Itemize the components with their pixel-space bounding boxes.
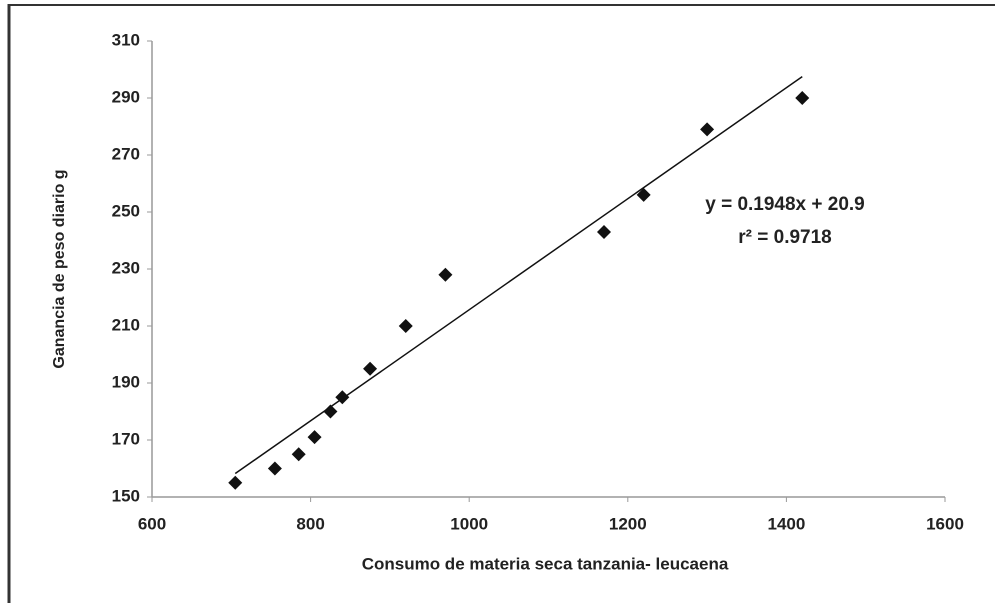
y-tick-label: 290	[112, 87, 140, 106]
y-tick-label: 190	[112, 372, 140, 391]
y-tick-label: 210	[112, 315, 140, 334]
x-tick-label: 1200	[609, 514, 647, 533]
point	[636, 187, 651, 202]
point	[398, 319, 413, 333]
r-squared: r² = 0.9718	[738, 227, 832, 248]
y-tick-label: 250	[112, 201, 140, 220]
y-tick-label: 150	[112, 486, 140, 505]
x-tick-label: 1000	[450, 514, 488, 533]
y-tick-label: 270	[112, 144, 140, 163]
x-tick-label: 800	[296, 514, 324, 533]
x-tick-label: 1600	[926, 514, 964, 533]
y-tick-label: 310	[112, 30, 140, 49]
point	[795, 91, 810, 105]
x-tick-label: 600	[138, 514, 166, 533]
trendline-equation: y = 0.1948x + 20.9	[705, 194, 865, 215]
point	[597, 224, 612, 239]
y-axis-title: Ganancia de peso diario g	[51, 169, 68, 368]
point	[700, 122, 715, 137]
point	[291, 447, 306, 462]
point	[335, 390, 350, 405]
y-tick-label: 170	[112, 429, 140, 448]
point	[307, 430, 322, 445]
x-axis-title: Consumo de materia seca tanzania- leucae…	[362, 554, 729, 573]
point	[323, 404, 338, 419]
point	[438, 267, 453, 282]
x-tick-label: 1400	[767, 514, 805, 533]
point	[363, 361, 378, 376]
point	[267, 461, 282, 476]
y-tick-label: 230	[112, 258, 140, 277]
point	[228, 475, 243, 490]
